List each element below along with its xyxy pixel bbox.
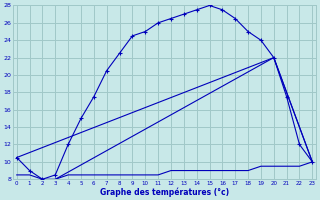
X-axis label: Graphe des températures (°c): Graphe des températures (°c)	[100, 187, 229, 197]
